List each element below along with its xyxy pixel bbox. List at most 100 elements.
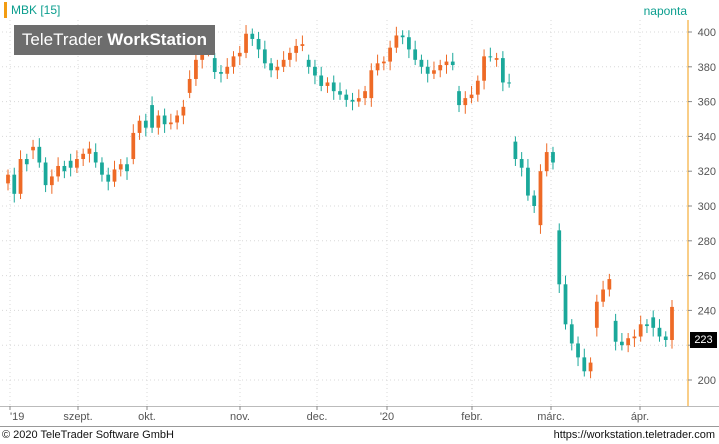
candle [6,169,10,191]
candle [131,124,136,165]
candle [394,26,399,53]
candle-body [175,115,180,123]
candle-body [526,167,530,196]
candlestick-series [6,25,674,379]
candle [645,319,649,334]
candle-body [93,152,98,163]
candle [168,113,173,130]
candle-body [112,169,117,182]
x-tick-label: dec. [307,411,328,423]
candle-body [551,152,555,163]
candle [24,153,29,172]
candle [626,333,631,353]
logo-part2: WorkStation [107,30,208,49]
candle-body [475,80,480,95]
x-tick-label: '20 [380,411,394,423]
candle-body [375,63,380,71]
candle [500,51,505,92]
candle [369,63,374,107]
candle-body [331,82,336,92]
candle [325,77,330,93]
candle-body [363,91,367,99]
candle-body [37,146,42,163]
candle [469,85,474,104]
candle [43,157,48,193]
candle [93,143,98,168]
candle [68,153,73,177]
candle [588,357,593,379]
candle-body [131,132,136,160]
candle-body [319,75,324,86]
y-axis: 200 240 260 280 300 320 340 360 380 400 [687,20,716,406]
candle-body [563,284,568,325]
candle-body [118,164,123,170]
candle [651,310,656,337]
candle-body [231,56,236,67]
candle [356,89,361,107]
candle [344,89,349,107]
candle-body [212,58,217,73]
candle [31,139,35,160]
candle-body [325,82,330,86]
candle-body [356,98,361,102]
candle [162,108,167,133]
candle-body [181,106,186,116]
x-tick-label: okt. [138,411,156,423]
candle-body [388,47,392,62]
candle [569,319,574,351]
candle [150,96,154,133]
candle [400,30,405,45]
candle-body [200,51,205,60]
candle [482,49,486,90]
logo-part1: TeleTrader [21,30,108,49]
candle [100,157,104,182]
candle [413,40,418,66]
candle-body [156,115,161,128]
candle-body [168,122,173,125]
candle-body [620,341,624,346]
candle [175,110,180,130]
x-tick-label: febr. [461,411,482,423]
candle-body [162,115,167,125]
candle-body [81,153,86,160]
y-tick-label: 320 [698,166,716,178]
candle-body [444,61,449,66]
candle-body [275,66,280,71]
candle-body [100,162,104,175]
symbol-header: MBK [15] [4,2,60,18]
candle-body [576,343,580,358]
candle [187,70,192,99]
teletrader-logo: TeleTrader WorkStation [14,25,215,55]
candle [18,150,23,200]
footer-url[interactable]: https://workstation.teletrader.com [553,429,715,441]
candle [306,54,311,74]
candle [118,159,123,177]
candle [463,91,468,114]
candle [375,54,380,76]
candle-body [450,61,455,66]
candle [275,59,280,79]
candle-body [400,35,405,38]
candle-body [306,59,311,67]
candle-body [338,91,342,95]
x-tick-label: márc. [537,411,565,423]
candle-body [601,289,605,302]
candle-body [18,159,23,194]
candle [181,99,186,125]
x-axis: '19 szept. okt. nov. dec. '20 febr. márc. ápr. [0,406,719,427]
candle [432,61,436,79]
candle-body [488,56,493,58]
candle-body [194,59,198,79]
candle-body [313,66,317,76]
candle-body [43,162,48,186]
candle [475,75,480,102]
candle-body [262,49,267,64]
candle [225,58,230,79]
accent-bar [4,2,7,18]
candle-body [344,94,349,100]
x-tick-label: '19 [10,411,24,423]
candle [49,169,54,194]
candle-body [500,58,505,83]
y-tick-label: 280 [698,236,716,248]
candle [532,190,537,213]
